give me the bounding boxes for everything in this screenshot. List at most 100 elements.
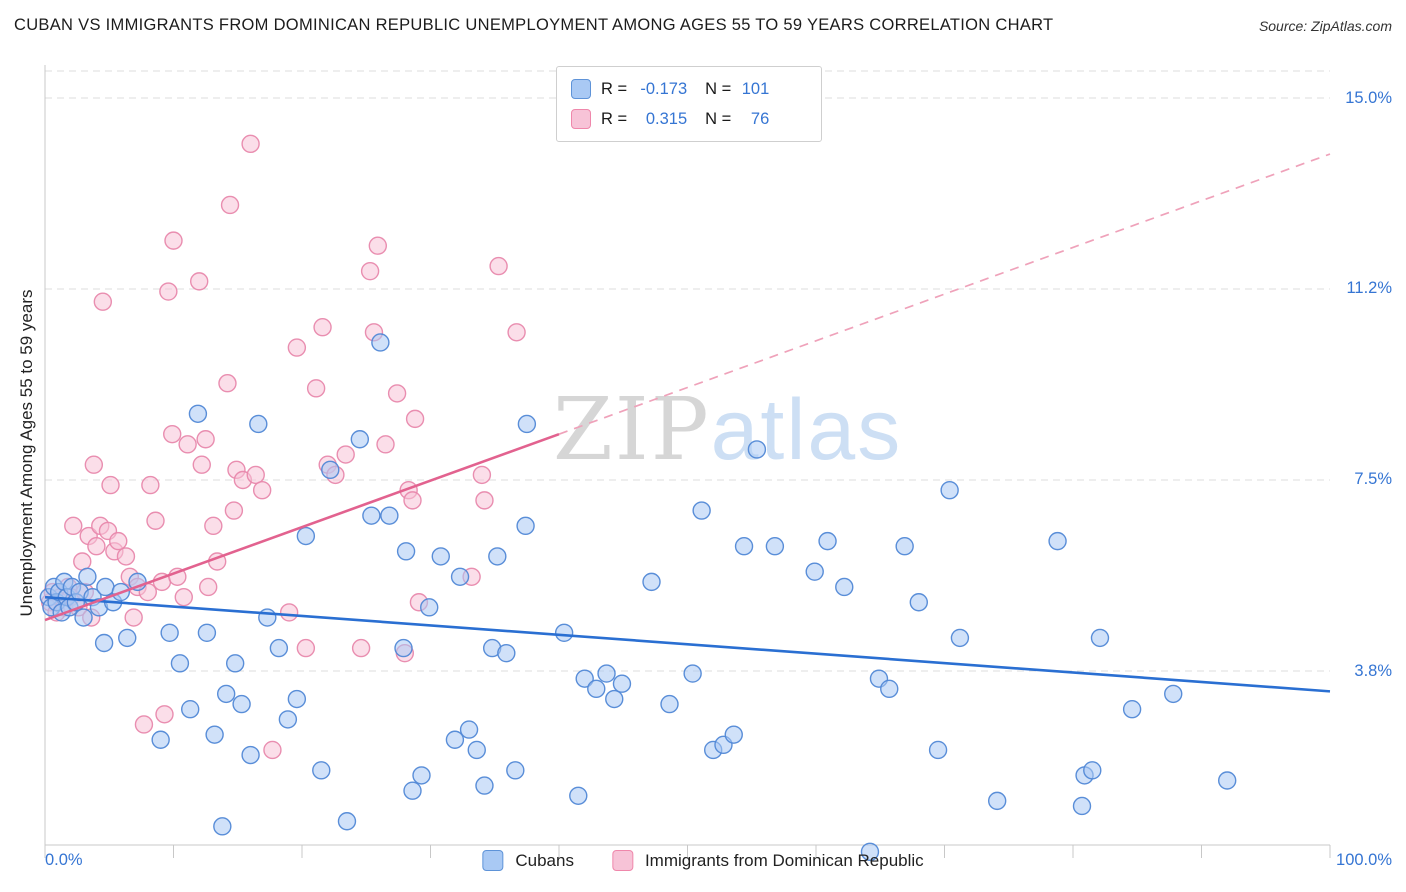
data-point-cubans — [269, 638, 289, 658]
data-point-cubans — [350, 430, 370, 449]
n-label: N = — [705, 109, 732, 128]
r-value-dominican: 0.315 — [645, 109, 688, 128]
data-point-dominican — [196, 430, 215, 449]
data-point-cubans — [734, 537, 754, 556]
data-point-cubans — [569, 786, 588, 805]
data-point-dominican — [218, 374, 237, 393]
data-point-dominican — [64, 516, 83, 536]
data-point-cubans — [554, 623, 574, 643]
data-point-dominican — [87, 537, 106, 556]
r-label: R = — [601, 79, 628, 98]
data-point-dominican — [287, 338, 307, 357]
data-point-cubans — [950, 628, 970, 648]
data-point-dominican — [134, 715, 154, 734]
data-point-dominican — [109, 531, 128, 551]
data-point-cubans — [232, 694, 251, 714]
n-label: N = — [705, 79, 732, 98]
page-title: CUBAN VS IMMIGRANTS FROM DOMINICAN REPUB… — [14, 16, 1054, 34]
stats-legend: R = -0.173 N = 101 R = 0.315 N = 76 — [556, 66, 822, 142]
data-point-dominican — [387, 384, 407, 403]
data-point-dominican — [159, 282, 178, 301]
data-point-cubans — [181, 700, 200, 719]
data-point-dominican — [489, 256, 508, 276]
data-point-cubans — [412, 766, 431, 785]
x-axis-min-label: 0.0% — [45, 851, 83, 869]
data-point-cubans — [506, 761, 525, 780]
data-point-cubans — [642, 572, 661, 592]
data-point-dominican — [192, 455, 211, 474]
data-point-cubans — [835, 577, 854, 597]
data-point-dominican — [189, 272, 209, 291]
data-point-cubans — [362, 506, 381, 525]
data-point-dominican — [279, 603, 299, 622]
data-point-cubans — [612, 674, 632, 693]
y-tick-15: 15.0% — [1345, 89, 1392, 107]
data-point-dominican — [403, 491, 422, 510]
data-point-cubans — [371, 333, 390, 352]
source-attribution: Source: ZipAtlas.com — [1258, 18, 1392, 34]
data-point-cubans — [928, 740, 948, 760]
data-point-cubans — [170, 654, 190, 673]
data-point-cubans — [445, 730, 465, 749]
data-point-cubans — [459, 720, 479, 739]
data-point-cubans — [118, 628, 137, 648]
data-point-dominican — [220, 195, 240, 215]
r-value-cubans: -0.173 — [640, 79, 688, 98]
data-point-cubans — [78, 567, 97, 586]
data-point-dominican — [376, 435, 395, 454]
data-point-cubans — [321, 460, 340, 480]
data-point-cubans — [431, 547, 450, 566]
data-point-cubans — [278, 710, 298, 729]
trend-line-cubans — [44, 595, 1331, 693]
data-point-cubans — [475, 776, 494, 795]
data-point-dominican — [351, 638, 371, 658]
data-point-dominican — [246, 465, 265, 485]
data-point-cubans — [575, 669, 594, 688]
data-point-cubans — [197, 623, 217, 643]
data-point-cubans — [724, 725, 743, 744]
data-point-dominican — [84, 455, 104, 474]
n-value-cubans: 101 — [741, 79, 770, 98]
data-point-cubans — [987, 791, 1007, 811]
data-point-cubans — [450, 567, 470, 586]
data-point-cubans — [420, 598, 439, 617]
data-point-cubans — [488, 547, 507, 566]
y-tick-7-5: 7.5% — [1354, 470, 1392, 488]
data-point-cubans — [380, 506, 399, 525]
data-point-cubans — [403, 781, 422, 800]
data-point-cubans — [225, 654, 245, 673]
data-point-cubans — [151, 730, 170, 749]
data-point-cubans — [337, 812, 357, 831]
data-point-dominican — [101, 475, 120, 495]
data-point-cubans — [683, 664, 702, 683]
data-point-dominican — [405, 409, 425, 429]
data-point-cubans — [96, 577, 115, 597]
data-point-cubans — [660, 694, 679, 714]
data-point-dominican — [241, 134, 260, 154]
data-point-cubans — [605, 689, 624, 709]
data-point-dominican — [263, 740, 282, 760]
data-point-dominican — [155, 705, 174, 724]
data-point-cubans — [160, 623, 179, 643]
data-point-cubans — [1122, 700, 1142, 719]
data-point-cubans — [497, 643, 516, 663]
data-point-dominican — [296, 638, 316, 658]
data-point-dominican — [252, 480, 272, 500]
data-point-dominican — [336, 445, 355, 464]
data-point-cubans — [909, 593, 928, 612]
y-tick-3-8: 3.8% — [1354, 662, 1392, 680]
data-point-cubans — [213, 817, 232, 836]
stats-row-cubans: R = -0.173 N = 101 — [571, 76, 807, 102]
data-point-cubans — [747, 440, 767, 459]
data-point-dominican — [163, 424, 182, 444]
cubans-legend-label: Cubans — [515, 850, 574, 870]
data-point-cubans — [205, 725, 224, 744]
cubans-swatch — [571, 79, 591, 99]
data-point-dominican — [174, 587, 193, 607]
data-point-dominican — [507, 323, 526, 342]
x-axis-max-label: 100.0% — [1336, 851, 1392, 869]
cubans-legend-swatch — [482, 850, 504, 871]
trend-line-dominican — [558, 153, 1331, 435]
data-point-cubans — [1072, 796, 1092, 816]
